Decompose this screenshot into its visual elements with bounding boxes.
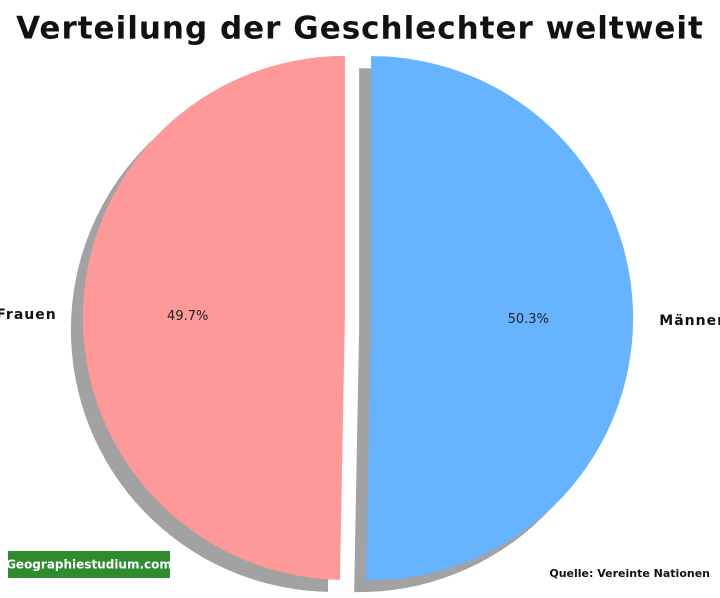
watermark: Geographiestudium.com	[6, 558, 172, 572]
slice-label: Frauen	[0, 307, 57, 323]
watermark-badge	[8, 551, 170, 578]
value-label: 50.3%	[508, 312, 549, 327]
slice	[82, 55, 345, 580]
source: Quelle: Vereinte Nationen	[549, 567, 710, 580]
value-label: 49.7%	[167, 309, 208, 324]
slice	[366, 56, 634, 581]
slice-label: Männer	[659, 313, 720, 329]
chart-title: Verteilung der Geschlechter weltweit	[16, 11, 704, 47]
